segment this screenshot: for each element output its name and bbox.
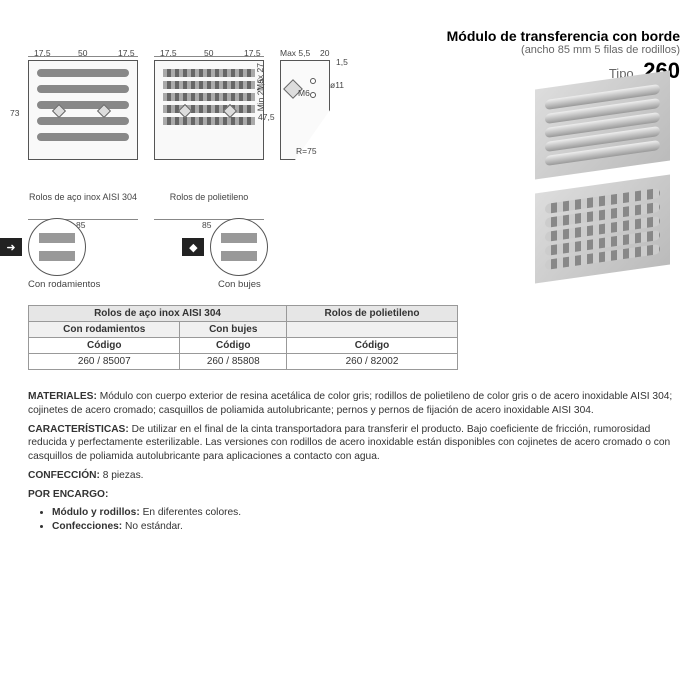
- encargo-label: POR ENCARGO:: [28, 489, 108, 500]
- dim: M6: [298, 88, 310, 98]
- table-row: 260 / 85007 260 / 85808 260 / 82002: [29, 354, 458, 370]
- drawing-poly-rollers: 17.5 50 17.5 85 Rolos de polietileno: [154, 60, 264, 202]
- codes-table: Rolos de aço inox AISI 304 Rolos de poli…: [28, 305, 458, 370]
- dim: R=75: [296, 146, 317, 156]
- isometric-views: [535, 80, 680, 288]
- technical-drawings: 17.5 50 17.5 73 85 Rolos de aço inox AIS…: [28, 60, 350, 202]
- arrow-icon: ➜: [0, 238, 22, 256]
- th-code: Código: [180, 338, 287, 354]
- th-code: Código: [287, 338, 458, 354]
- drawing-steel-rollers: 17.5 50 17.5 73 85 Rolos de aço inox AIS…: [28, 60, 138, 202]
- circle-label-left: Con rodamientos: [28, 279, 100, 290]
- drawing-label-1: Rolos de aço inox AISI 304: [28, 192, 138, 202]
- list-item: Confecciones: No estándar.: [52, 520, 680, 534]
- cell-code: 260 / 85007: [29, 354, 180, 370]
- header: Módulo de transferencia con borde (ancho…: [447, 28, 680, 56]
- cell-code: 260 / 85808: [180, 354, 287, 370]
- detail-circles: ➜ Con rodamientos ◆ Con bujes: [28, 218, 268, 290]
- page-title: Módulo de transferencia con borde: [447, 28, 680, 44]
- dim: 20: [320, 48, 329, 58]
- th-code: Código: [29, 338, 180, 354]
- drawing-side-bracket: Max 5,5 20 1,5 Max 27 Min 21,5 47,5 M6 ø…: [280, 60, 350, 202]
- list-item: Módulo y rodillos: En diferentes colores…: [52, 506, 680, 520]
- detail-bearings: ➜ Con rodamientos: [28, 218, 100, 290]
- drawing-label-2: Rolos de polietileno: [154, 192, 264, 202]
- iso-view-poly: [535, 175, 670, 284]
- dim: 47,5: [258, 112, 275, 122]
- description: MATERIALES: Módulo con cuerpo exterior d…: [28, 390, 680, 534]
- cell-code: 260 / 82002: [287, 354, 458, 370]
- module-front-2: [154, 60, 264, 160]
- dim: ø11: [330, 80, 344, 90]
- dim: 73: [10, 108, 19, 118]
- th-bushings: Con bujes: [180, 322, 287, 338]
- page-subtitle: (ancho 85 mm 5 filas de rodillos): [447, 44, 680, 56]
- confeccion-text: 8 piezas.: [103, 470, 144, 481]
- detail-bushings: ◆ Con bujes: [210, 218, 268, 290]
- confeccion-label: CONFECCIÓN:: [28, 470, 100, 481]
- module-front-1: [28, 60, 138, 160]
- th-poly: Rolos de polietileno: [287, 306, 458, 322]
- th-steel: Rolos de aço inox AISI 304: [29, 306, 287, 322]
- materiales-text: Módulo con cuerpo exterior de resina ace…: [28, 391, 672, 416]
- circle-label-right: Con bujes: [210, 279, 268, 290]
- drop-icon: ◆: [182, 238, 204, 256]
- caracteristicas-label: CARACTERÍSTICAS:: [28, 424, 129, 435]
- dim: Max 5,5: [280, 48, 310, 58]
- materiales-label: MATERIALES:: [28, 391, 97, 402]
- th-bearings: Con rodamientos: [29, 322, 180, 338]
- dim: Min 21,5: [255, 79, 265, 112]
- iso-view-steel: [535, 71, 670, 180]
